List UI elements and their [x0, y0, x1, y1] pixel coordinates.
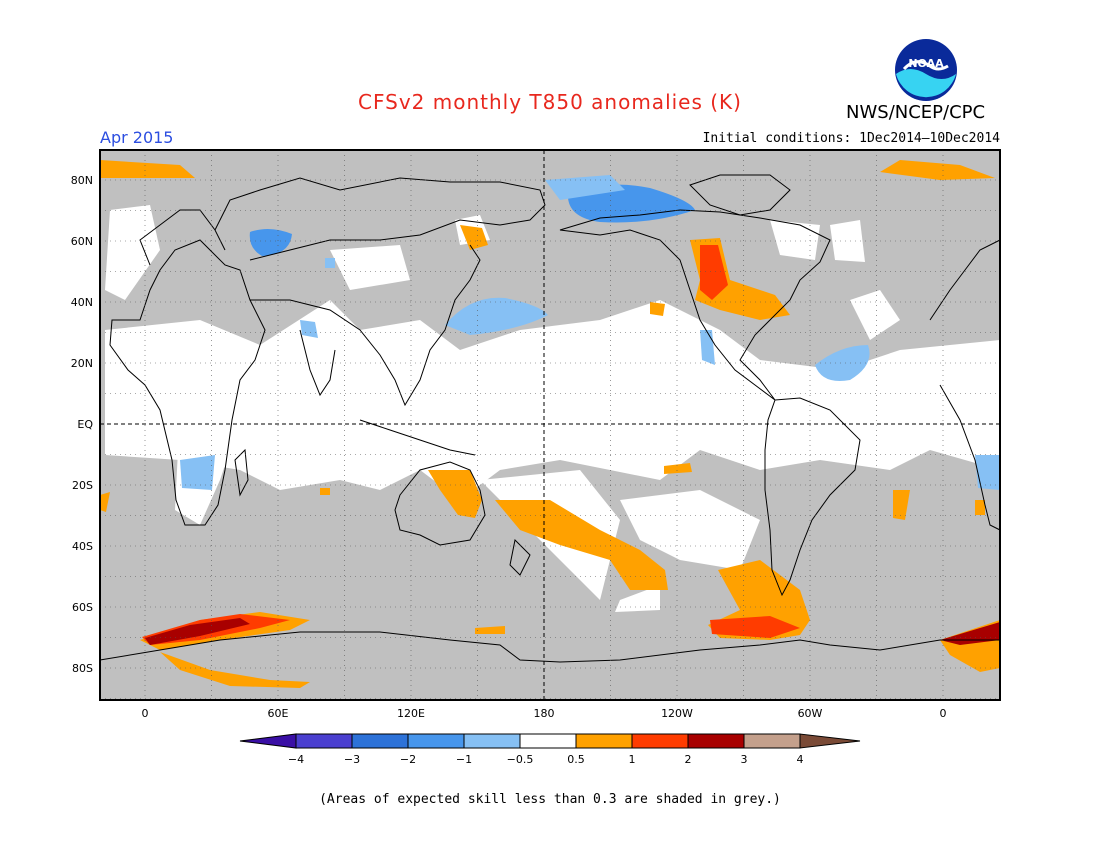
- colorbar-label: −0.5: [507, 753, 534, 766]
- lon-label: 0: [940, 707, 947, 720]
- colorbar-swatch: [463, 733, 521, 749]
- colorbar-arrow-high: [799, 733, 861, 749]
- lon-label: 0: [142, 707, 149, 720]
- noaa-logo: NOAA: [895, 39, 957, 101]
- anomaly-map: 80N 60N 40N 20N EQ 20S 40S 60S 80S 0 60E…: [71, 149, 1001, 766]
- lon-label: 60E: [268, 707, 289, 720]
- colorbar-swatch: [631, 733, 689, 749]
- graticule: [100, 150, 1000, 700]
- colorbar-label: 3: [741, 753, 748, 766]
- colorbar-label: 1: [629, 753, 636, 766]
- colorbar-label: 4: [797, 753, 804, 766]
- colorbar-label: 0.5: [567, 753, 585, 766]
- lat-label: 60N: [71, 235, 93, 248]
- lon-label: 120W: [661, 707, 693, 720]
- colorbar-label: −3: [344, 753, 360, 766]
- colorbar-swatch: [351, 733, 409, 749]
- colorbar-label: −2: [400, 753, 416, 766]
- colorbar-swatch: [407, 733, 465, 749]
- lon-label: 180: [534, 707, 555, 720]
- colorbar-arrow-low: [239, 733, 297, 749]
- lat-label: EQ: [77, 418, 93, 431]
- initial-conditions: Initial conditions: 1Dec2014–10Dec2014: [702, 131, 1000, 146]
- colorbar-swatch: [519, 733, 577, 749]
- lon-label: 120E: [397, 707, 425, 720]
- lat-label: 20S: [72, 479, 93, 492]
- lat-label: 40S: [72, 540, 93, 553]
- colorbar-label: 2: [685, 753, 692, 766]
- lat-label: 20N: [71, 357, 93, 370]
- skill-footnote: (Areas of expected skill less than 0.3 a…: [319, 792, 781, 807]
- svg-text:NOAA: NOAA: [908, 57, 944, 70]
- chart-title: CFSv2 monthly T850 anomalies (K): [358, 90, 742, 114]
- colorbar-swatch: [295, 733, 353, 749]
- agency-label: NWS/NCEP/CPC: [846, 102, 986, 123]
- colorbar: −4 −3 −2 −1 −0.5 0.5 1 2 3 4: [239, 733, 861, 766]
- colorbar-swatch: [575, 733, 633, 749]
- colorbar-label: −4: [288, 753, 304, 766]
- lat-label: 80N: [71, 174, 93, 187]
- lat-label: 80S: [72, 662, 93, 675]
- lat-label: 40N: [71, 296, 93, 309]
- colorbar-label: −1: [456, 753, 472, 766]
- valid-month: Apr 2015: [100, 128, 174, 147]
- lat-axis: 80N 60N 40N 20N EQ 20S 40S 60S 80S: [71, 174, 94, 675]
- coastlines: [99, 174, 1001, 663]
- colorbar-swatch: [743, 733, 801, 749]
- lon-label: 60W: [798, 707, 823, 720]
- map-field: [100, 150, 1000, 700]
- lon-axis: 0 60E 120E 180 120W 60W 0: [142, 707, 947, 720]
- lat-label: 60S: [72, 601, 93, 614]
- map-frame: [99, 149, 1001, 701]
- colorbar-swatch: [687, 733, 745, 749]
